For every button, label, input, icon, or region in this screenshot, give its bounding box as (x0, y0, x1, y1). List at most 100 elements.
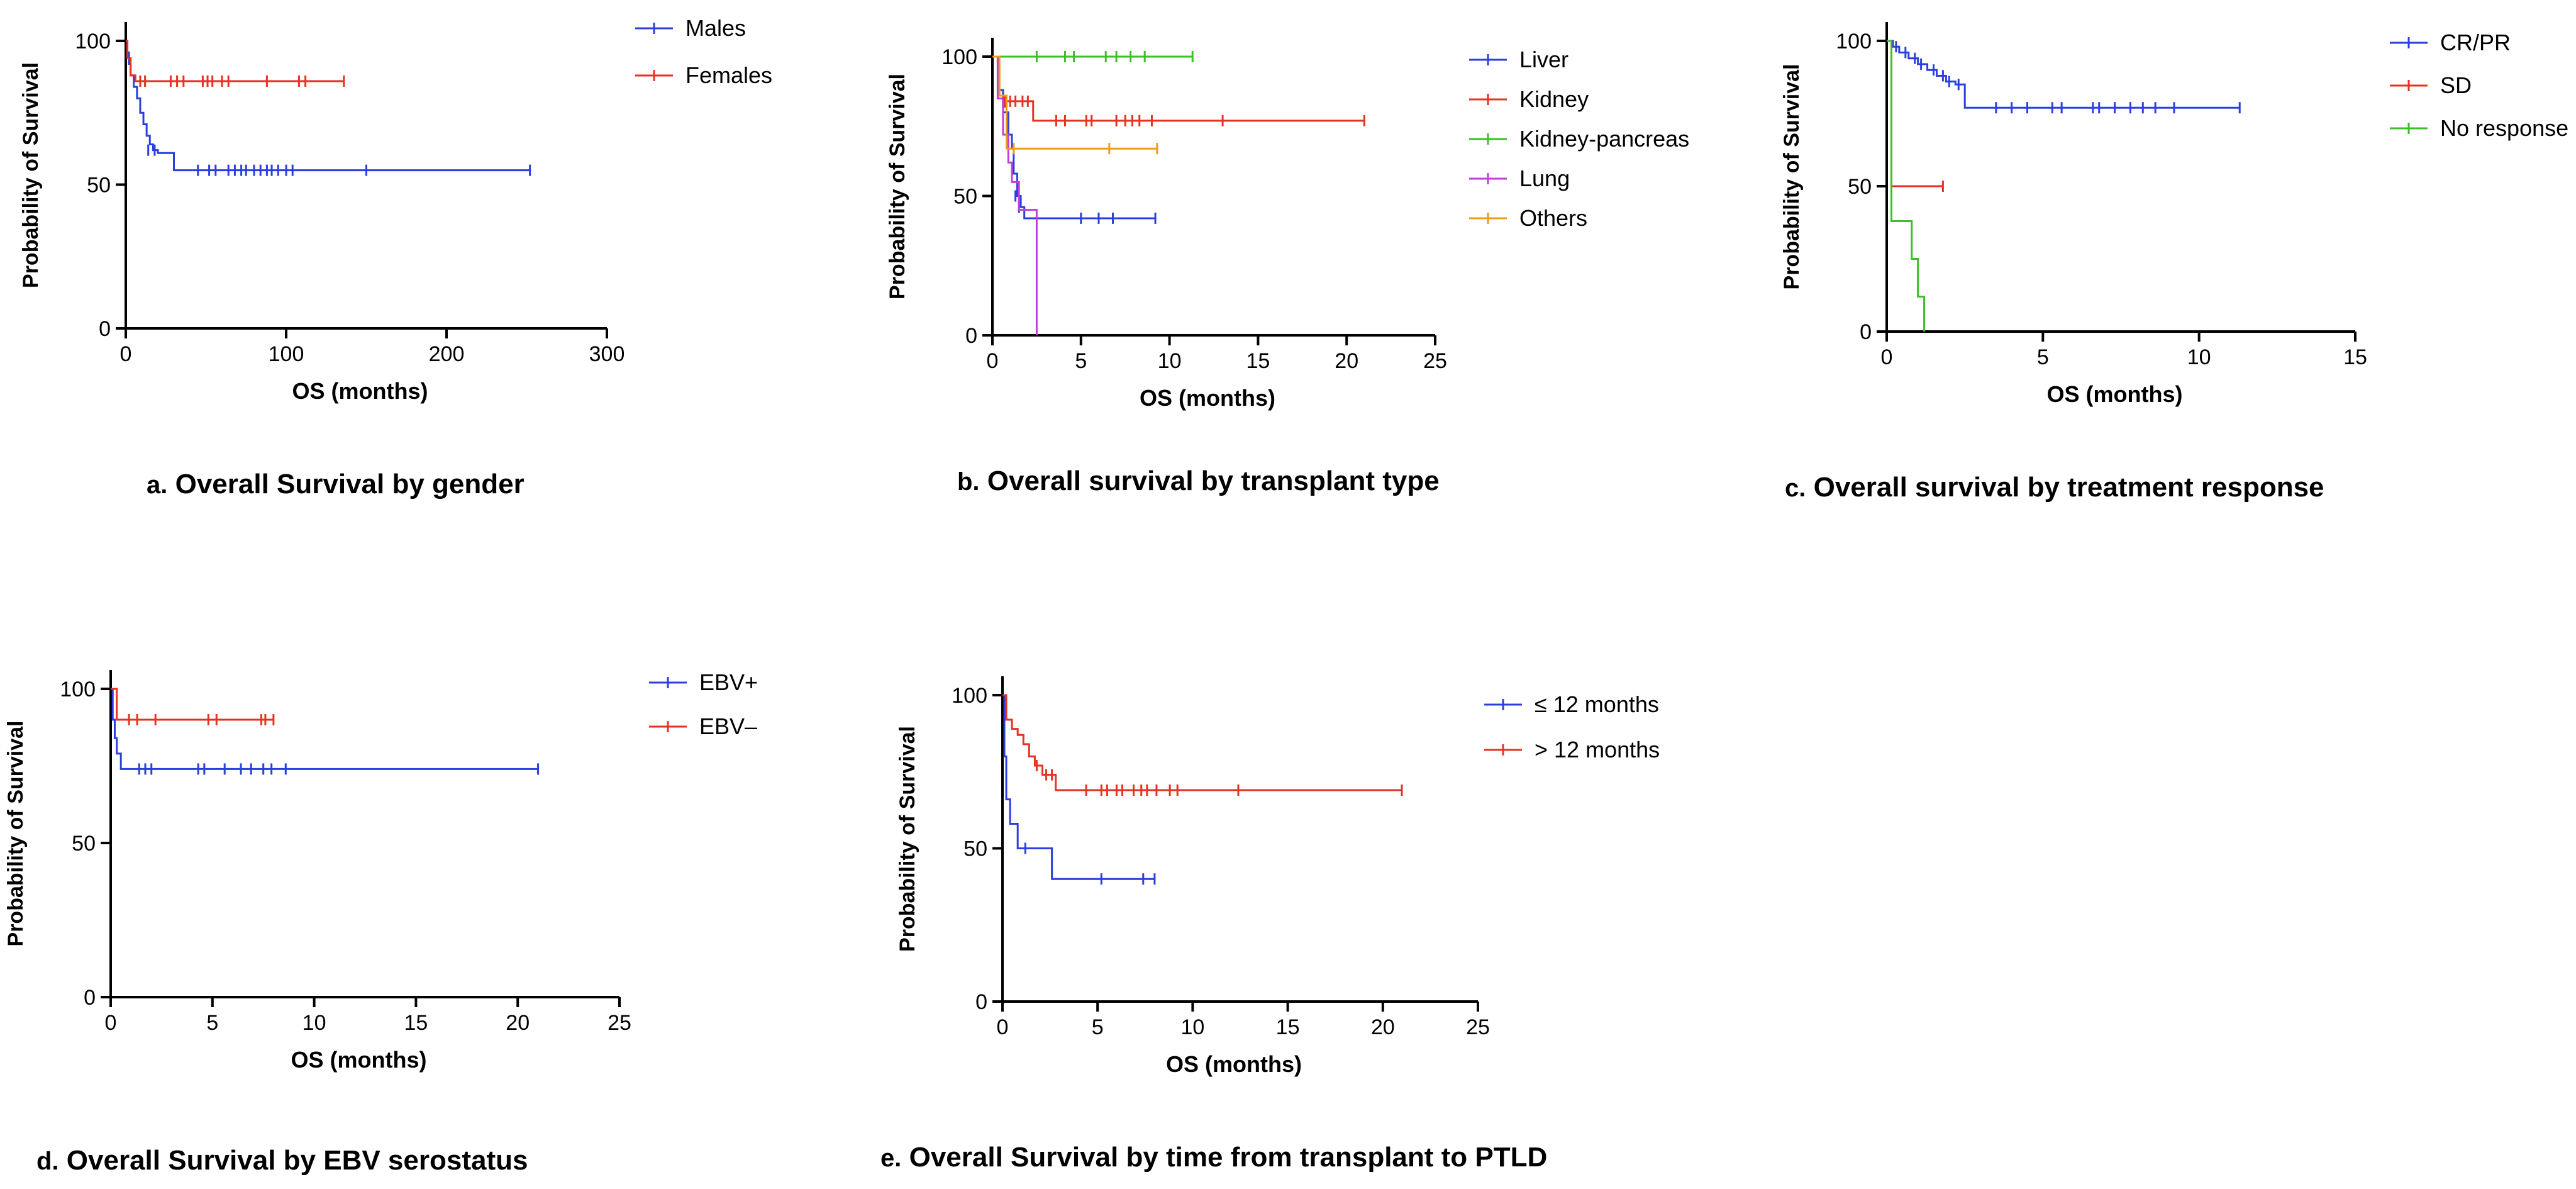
chart-c: 0 50 100 0 5 10 15 OS (months) Probability of Su… (1780, 22, 2568, 407)
caption-c-text: Overall survival by treatment response (1813, 472, 2324, 503)
survival-curve (992, 55, 1038, 335)
series-d-1 (111, 688, 275, 725)
legend-label: Liver (1519, 47, 1568, 72)
survival-curve (1887, 40, 2240, 109)
caption-e-text: Overall Survival by time from transplant… (909, 1142, 1548, 1173)
survival-curve (1887, 40, 1926, 332)
x-tick-label: 5 (1075, 349, 1087, 373)
survival-curve (992, 55, 1156, 220)
caption-c-letter: c. (1785, 474, 1806, 502)
series-b-2 (992, 51, 1194, 62)
y-tick-label: 100 (1836, 30, 1872, 53)
series-b-0 (992, 55, 1157, 224)
chart-d: 0 50 100 0 5 10 15 20 25 OS (months) Probability o… (4, 669, 758, 1073)
x-tick-label: 15 (1276, 1015, 1300, 1039)
caption-b-letter: b. (957, 468, 980, 496)
survival-curve (1002, 694, 1155, 880)
chart-e: 0 50 100 0 5 10 15 20 25 OS (months) Probability o… (896, 676, 1660, 1077)
y-tick-label: 100 (75, 30, 111, 53)
x-tick-label: 15 (404, 1011, 428, 1035)
survival-curve (111, 688, 538, 770)
legend-label: EBV+ (699, 669, 758, 695)
legend-label: No response (2440, 115, 2568, 141)
y-tick-label: 50 (87, 174, 111, 198)
x-axis-label: OS (months) (292, 378, 428, 404)
legend-label: ≤ 12 months (1535, 691, 1659, 717)
y-tick-label: 0 (84, 986, 96, 1010)
legend-label: EBV– (699, 713, 757, 739)
series-e-0 (1002, 694, 1156, 885)
y-tick-label: 50 (953, 185, 977, 209)
series-c-0 (1887, 40, 2241, 114)
x-tick-label: 25 (1466, 1015, 1490, 1039)
x-tick-label: 15 (2343, 345, 2367, 369)
survival-curve (992, 55, 1365, 122)
x-tick-label: 25 (1423, 349, 1447, 373)
series-b-4 (992, 55, 1158, 155)
x-tick-label: 0 (987, 349, 999, 373)
caption-a-letter: a. (147, 471, 168, 499)
x-tick-label: 10 (303, 1011, 326, 1035)
x-tick-label: 0 (105, 1011, 117, 1035)
y-axis-label: Probability of Survival (4, 721, 28, 947)
x-tick-label: 100 (269, 342, 304, 366)
legend-label: Females (686, 62, 772, 88)
caption-e: e. Overall Survival by time from transpl… (880, 1142, 1547, 1173)
caption-d-letter: d. (36, 1147, 59, 1175)
legend-label: Others (1519, 205, 1587, 231)
x-tick-label: 5 (2037, 345, 2049, 369)
series-b-3 (992, 55, 1038, 335)
series-e-1 (1002, 694, 1403, 796)
x-tick-label: 300 (589, 342, 625, 366)
x-tick-label: 0 (1881, 345, 1893, 369)
caption-a: a. Overall Survival by gender (147, 469, 525, 500)
y-axis-label: Probability of Survival (886, 74, 909, 299)
legend-label: Kidney (1519, 86, 1589, 112)
y-tick-label: 0 (965, 324, 977, 348)
x-tick-label: 10 (1180, 1015, 1204, 1039)
x-tick-label: 25 (608, 1011, 631, 1035)
x-tick-label: 10 (2187, 345, 2211, 369)
x-axis-label: OS (months) (1166, 1051, 1302, 1077)
survival-curve (1002, 694, 1402, 791)
y-axis-label: Probability of Survival (19, 62, 43, 288)
series-d-0 (111, 688, 540, 775)
survival-curve (126, 40, 344, 82)
x-tick-label: 15 (1246, 349, 1270, 373)
y-tick-label: 100 (952, 684, 987, 708)
series-b-1 (992, 55, 1365, 126)
survival-curve (111, 688, 274, 721)
caption-e-letter: e. (880, 1144, 902, 1172)
x-axis-label: OS (months) (291, 1047, 427, 1073)
caption-c: c. Overall survival by treatment respons… (1785, 472, 2324, 503)
chart-a: 0 50 100 0 100 200 300 OS (months) Probability o… (19, 15, 772, 404)
legend-label: Lung (1519, 165, 1570, 191)
y-tick-label: 0 (99, 317, 111, 341)
x-axis-label: OS (months) (1140, 385, 1275, 411)
caption-d: d. Overall Survival by EBV serostatus (36, 1145, 528, 1176)
y-tick-label: 0 (1860, 320, 1872, 344)
caption-d-text: Overall Survival by EBV serostatus (66, 1145, 528, 1176)
series-a-1 (126, 40, 345, 87)
y-axis-label: Probability of Survival (896, 726, 919, 952)
y-tick-label: 100 (60, 678, 96, 701)
x-tick-label: 0 (997, 1015, 1009, 1039)
y-tick-label: 50 (72, 832, 96, 856)
series-c-2 (1887, 40, 1926, 332)
x-tick-label: 20 (1371, 1015, 1395, 1039)
x-tick-label: 0 (120, 342, 132, 366)
caption-b-text: Overall survival by transplant type (987, 466, 1440, 496)
x-tick-label: 5 (1092, 1015, 1104, 1039)
x-tick-label: 10 (1158, 349, 1182, 373)
x-axis-label: OS (months) (2047, 381, 2183, 407)
legend-label: Males (686, 15, 746, 41)
y-tick-label: 50 (1848, 175, 1872, 199)
y-tick-label: 50 (963, 837, 987, 861)
x-tick-label: 5 (206, 1011, 218, 1035)
legend-label: SD (2440, 72, 2472, 98)
y-tick-label: 100 (941, 45, 977, 69)
survival-curve (992, 55, 1157, 150)
survival-curve (126, 40, 530, 172)
